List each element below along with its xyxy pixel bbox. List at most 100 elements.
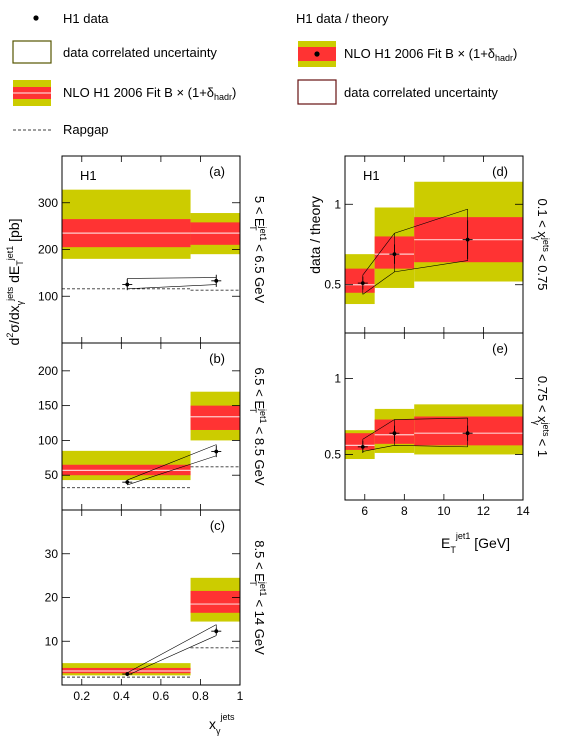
data-point [214, 449, 219, 454]
panel-c: 10 20 30 0.2 0.4 0.6 0.8 1 (c) 8.5 < Ejet1T < 14 … [45, 509, 268, 703]
ratio-legend-corr-label: data correlated uncertainty [344, 85, 498, 100]
bin-range-sup: jet1 [258, 408, 268, 424]
plot-area [62, 391, 240, 489]
y-tick-label: 100 [38, 433, 58, 447]
data-point [125, 282, 130, 287]
x-tick-label: 0.2 [73, 689, 90, 703]
panel-letter: (c) [210, 518, 225, 533]
panel-letter: (e) [492, 341, 508, 356]
bin-range-sup: jet1 [258, 581, 268, 597]
ratio-legend-title: H1 data / theory [296, 11, 389, 26]
legend-rapgap-label: Rapgap [63, 122, 109, 137]
bin-range-pre: 6.5 < E [252, 367, 267, 409]
bin-range-post: < 1 [535, 435, 550, 457]
y-tick-label: 200 [38, 243, 58, 257]
panel-frame [344, 332, 524, 501]
y-tick-label: 50 [45, 468, 59, 482]
bin-range-pre: 5 < E [252, 196, 267, 227]
bin-range-sub: T [248, 580, 258, 586]
y-tick-label: 300 [38, 196, 58, 210]
left-ylabel: d2σ/dxγjets dETjet1 [pb] [5, 219, 25, 346]
bin-range-sub: T [248, 408, 258, 414]
nlo-pdf-band [345, 268, 375, 293]
plot-area [345, 404, 523, 460]
panel-a: 100 200 300 H1 (a) 5 < Ejet1T < 6.5 GeV [38, 155, 268, 344]
data-point [360, 444, 365, 449]
bin-range-post: < 0.75 [535, 250, 550, 290]
data-point [392, 252, 397, 257]
legend-h1-label: H1 data [63, 11, 109, 26]
ratio-legend: H1 data / theory NLO H1 2006 Fit B × (1+… [296, 11, 517, 105]
bin-range-sup: jets [541, 422, 551, 438]
x-tick-label: 0.8 [192, 689, 209, 703]
panel-letter: (b) [209, 351, 225, 366]
panel-e: 0.5 1 6 8 10 12 14 (e) 0.75 < xjetsγ < 1 [324, 332, 551, 518]
x-tick-label: 1 [237, 689, 244, 703]
legend-h1-marker [33, 15, 39, 21]
panel-tag: H1 [80, 168, 97, 183]
nlo-pdf-band [414, 416, 523, 446]
nlo-pdf-band [190, 590, 240, 613]
y-tick-label: 0.5 [324, 447, 341, 461]
bin-range-pre: 0.1 < x [535, 198, 550, 238]
ratio-legend-point [314, 51, 320, 57]
data-point [125, 480, 130, 485]
y-tick-label: 20 [45, 591, 59, 605]
nlo-pdf-band [345, 433, 375, 450]
bin-range-sub: T [248, 225, 258, 231]
bin-range-label: 5 < Ejet1T < 6.5 GeV [248, 196, 268, 304]
corr-unc-lower [127, 635, 217, 676]
plot-area [62, 189, 240, 291]
y-tick-label: 150 [38, 399, 58, 413]
data-point [465, 431, 470, 436]
plot-area [62, 577, 240, 678]
corr-unc-upper [127, 444, 217, 481]
legend-corr-label: data correlated uncertainty [63, 45, 217, 60]
data-point [214, 629, 219, 634]
bin-range-post: < 8.5 GeV [252, 423, 267, 486]
panel-letter: (d) [492, 164, 508, 179]
y-tick-label: 10 [45, 634, 59, 648]
x-tick-label: 0.4 [113, 689, 130, 703]
right-xlabel: ETjet1 [GeV] [441, 531, 510, 555]
panel-letter: (a) [209, 164, 225, 179]
y-tick-label: 100 [38, 289, 58, 303]
nlo-pdf-band [190, 405, 240, 430]
bin-range-label: 0.75 < xjetsγ < 1 [531, 376, 551, 457]
data-point [465, 237, 470, 242]
x-tick-label: 14 [516, 504, 530, 518]
panel-b: 50 100 150 200 (b) 6.5 < Ejet1T < 8.5 GeV [38, 342, 268, 511]
plot-area [345, 181, 523, 305]
bin-range-label: 0.1 < xjetsγ < 0.75 [531, 198, 551, 290]
data-point [360, 281, 365, 286]
panel-tag: H1 [363, 168, 380, 183]
y-tick-label: 1 [334, 197, 341, 211]
legend: H1 data data correlated uncertainty NLO … [12, 11, 236, 137]
corr-unc-lower [127, 284, 217, 290]
corr-unc-lower [127, 455, 217, 486]
y-tick-label: 1 [334, 372, 341, 386]
bin-range-sup: jets [541, 237, 551, 253]
data-point [214, 278, 219, 283]
bin-range-post: < 6.5 GeV [252, 241, 267, 304]
corr-unc-upper [127, 277, 217, 279]
x-tick-label: 0.6 [153, 689, 170, 703]
bin-range-pre: 0.75 < x [535, 376, 550, 423]
bin-range-sub: γ [531, 236, 541, 241]
bin-range-label: 6.5 < Ejet1T < 8.5 GeV [248, 367, 268, 485]
ratio-legend-nlo-label: NLO H1 2006 Fit B × (1+δhadr) [344, 46, 517, 63]
x-tick-label: 10 [437, 504, 451, 518]
x-tick-label: 6 [361, 504, 368, 518]
legend-corr-box [12, 40, 52, 64]
ratio-legend-corr-box [297, 79, 337, 105]
data-point [392, 431, 397, 436]
panel-d: 0.5 1 H1 (d) 0.1 < xjetsγ < 0.75 [324, 155, 551, 334]
y-tick-label: 30 [45, 547, 59, 561]
legend-nlo-label: NLO H1 2006 Fit B × (1+δhadr) [63, 85, 236, 102]
bin-range-sup: jet1 [258, 226, 268, 242]
x-tick-label: 12 [477, 504, 491, 518]
data-point [125, 672, 130, 676]
bin-range-sub: γ [531, 421, 541, 426]
